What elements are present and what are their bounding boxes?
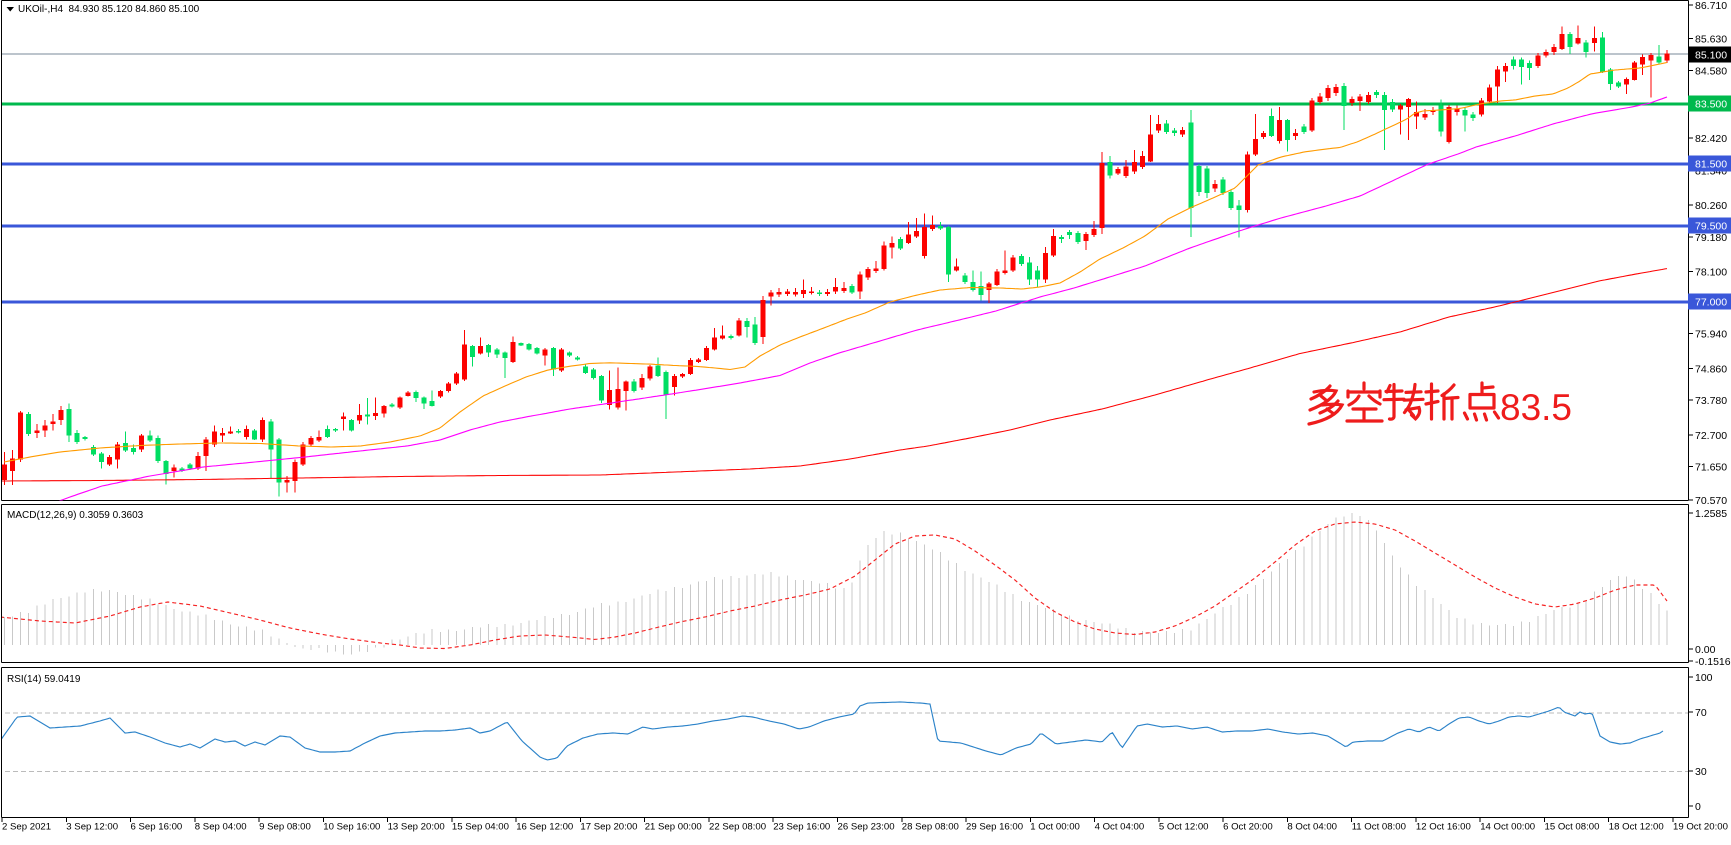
svg-text:29 Sep 16:00: 29 Sep 16:00 xyxy=(966,822,1023,833)
svg-text:70: 70 xyxy=(1695,707,1707,719)
svg-text:71.650: 71.650 xyxy=(1695,462,1727,474)
svg-text:UKOil-,H4 84.930 85.120 84.86: UKOil-,H4 84.930 85.120 84.860 85.100 xyxy=(18,4,200,15)
svg-text:15 Oct 08:00: 15 Oct 08:00 xyxy=(1545,822,1600,833)
svg-text:MACD(12,26,9) 0.3059 0.3603: MACD(12,26,9) 0.3059 0.3603 xyxy=(7,510,144,521)
svg-text:82.420: 82.420 xyxy=(1695,133,1727,145)
svg-text:73.780: 73.780 xyxy=(1695,395,1727,407)
svg-text:74.860: 74.860 xyxy=(1695,364,1727,376)
svg-text:85.100: 85.100 xyxy=(1695,50,1727,62)
svg-text:83.500: 83.500 xyxy=(1695,99,1727,111)
svg-text:16 Sep 12:00: 16 Sep 12:00 xyxy=(516,822,573,833)
svg-text:81.500: 81.500 xyxy=(1695,159,1727,171)
svg-text:77.000: 77.000 xyxy=(1695,297,1727,309)
svg-text:86.710: 86.710 xyxy=(1695,0,1727,12)
svg-text:9 Sep 08:00: 9 Sep 08:00 xyxy=(259,822,311,833)
svg-text:14 Oct 00:00: 14 Oct 00:00 xyxy=(1480,822,1535,833)
svg-text:100: 100 xyxy=(1695,672,1713,684)
svg-text:5 Oct 12:00: 5 Oct 12:00 xyxy=(1159,822,1209,833)
svg-text:6 Oct 20:00: 6 Oct 20:00 xyxy=(1223,822,1273,833)
svg-text:0: 0 xyxy=(1695,801,1701,813)
svg-text:79.500: 79.500 xyxy=(1695,221,1727,233)
svg-text:26 Sep 23:00: 26 Sep 23:00 xyxy=(838,822,895,833)
svg-text:70.570: 70.570 xyxy=(1695,495,1727,507)
svg-text:1 Oct 00:00: 1 Oct 00:00 xyxy=(1030,822,1080,833)
svg-text:10 Sep 16:00: 10 Sep 16:00 xyxy=(323,822,380,833)
svg-text:75.940: 75.940 xyxy=(1695,329,1727,341)
svg-text:12 Oct 16:00: 12 Oct 16:00 xyxy=(1416,822,1471,833)
svg-text:83.5: 83.5 xyxy=(1500,387,1572,428)
svg-text:19 Oct 20:00: 19 Oct 20:00 xyxy=(1673,822,1728,833)
svg-text:18 Oct 12:00: 18 Oct 12:00 xyxy=(1609,822,1664,833)
svg-text:79.180: 79.180 xyxy=(1695,232,1727,244)
svg-text:84.580: 84.580 xyxy=(1695,66,1727,78)
svg-text:2 Sep 2021: 2 Sep 2021 xyxy=(2,822,51,833)
svg-text:72.700: 72.700 xyxy=(1695,430,1727,442)
svg-text:23 Sep 16:00: 23 Sep 16:00 xyxy=(773,822,830,833)
svg-text:80.260: 80.260 xyxy=(1695,200,1727,212)
svg-text:0.00: 0.00 xyxy=(1695,644,1716,656)
svg-text:30: 30 xyxy=(1695,766,1707,778)
svg-text:15 Sep 04:00: 15 Sep 04:00 xyxy=(452,822,509,833)
svg-text:22 Sep 08:00: 22 Sep 08:00 xyxy=(709,822,766,833)
svg-text:78.100: 78.100 xyxy=(1695,267,1727,279)
svg-text:21 Sep 00:00: 21 Sep 00:00 xyxy=(645,822,702,833)
svg-text:RSI(14) 59.0419: RSI(14) 59.0419 xyxy=(7,674,81,685)
svg-text:6 Sep 16:00: 6 Sep 16:00 xyxy=(131,822,183,833)
svg-text:17 Sep 20:00: 17 Sep 20:00 xyxy=(580,822,637,833)
svg-text:13 Sep 20:00: 13 Sep 20:00 xyxy=(388,822,445,833)
svg-text:85.630: 85.630 xyxy=(1695,34,1727,46)
svg-text:8 Sep 04:00: 8 Sep 04:00 xyxy=(195,822,247,833)
svg-text:3 Sep 12:00: 3 Sep 12:00 xyxy=(66,822,118,833)
svg-text:1.2585: 1.2585 xyxy=(1695,508,1727,520)
svg-text:8 Oct 04:00: 8 Oct 04:00 xyxy=(1287,822,1337,833)
svg-text:11 Oct 08:00: 11 Oct 08:00 xyxy=(1352,822,1406,833)
svg-text:4 Oct 04:00: 4 Oct 04:00 xyxy=(1095,822,1145,833)
svg-text:28 Sep 08:00: 28 Sep 08:00 xyxy=(902,822,959,833)
svg-text:-0.1516: -0.1516 xyxy=(1695,656,1731,668)
